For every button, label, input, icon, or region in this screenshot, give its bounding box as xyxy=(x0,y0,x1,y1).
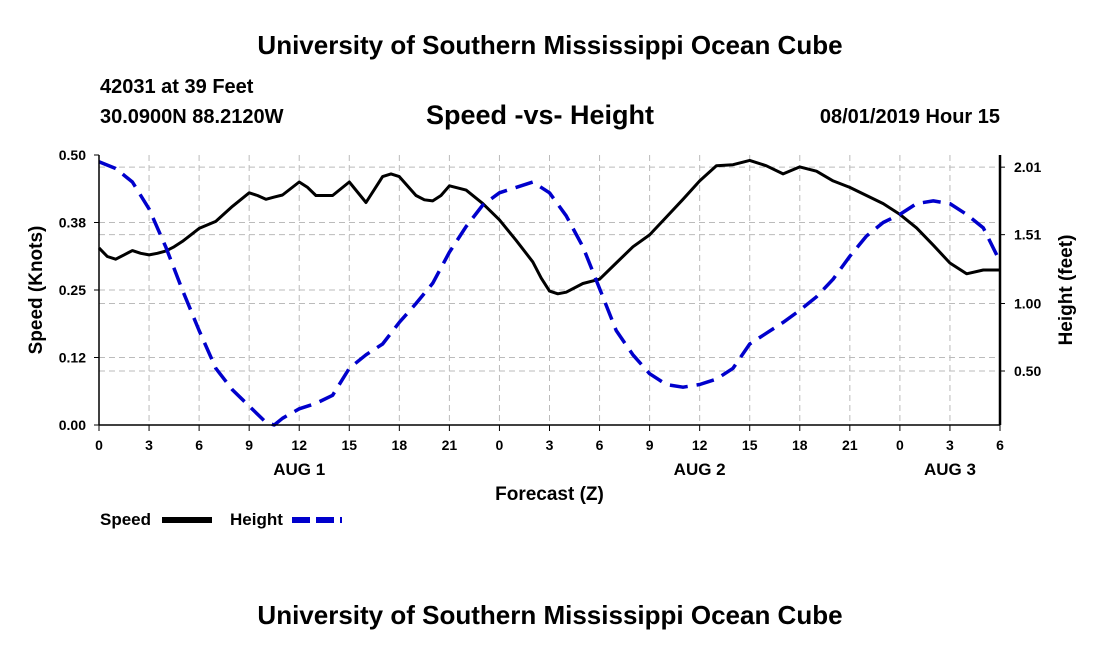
x-tick-label: 3 xyxy=(145,437,153,453)
axis-labels: AUG 1 AUG 2 AUG 3 Forecast (Z) Speed (Knots)… xyxy=(26,226,1077,505)
page-title: University of Southern Mississippi Ocean… xyxy=(257,30,843,60)
x-tick-label: 18 xyxy=(792,437,808,453)
x-tick-label: 15 xyxy=(742,437,758,453)
x-tick-label: 12 xyxy=(692,437,708,453)
y2-tick-label: 0.50 xyxy=(1014,363,1041,379)
location-coordinates: 30.0900N 88.2120W xyxy=(100,106,284,128)
x-tick-label: 12 xyxy=(291,437,307,453)
footer-title: University of Southern Mississippi Ocean… xyxy=(257,600,843,630)
x-tick-label: 3 xyxy=(946,437,954,453)
x-tick-label: 9 xyxy=(245,437,253,453)
y2-tick-label: 1.00 xyxy=(1014,296,1041,312)
x-tick-label: 6 xyxy=(596,437,604,453)
x-tick-label: 0 xyxy=(95,437,103,453)
speed-series-line xyxy=(97,158,1000,296)
y-tick-label: 0.50 xyxy=(59,147,86,163)
y-tick-label: 0.12 xyxy=(59,350,86,366)
y2-tick-label: 1.51 xyxy=(1014,227,1041,243)
x-tick-label: 21 xyxy=(842,437,858,453)
grid xyxy=(99,155,1000,425)
day-label: AUG 3 xyxy=(924,460,976,479)
x-tick-label: 6 xyxy=(195,437,203,453)
chart-title: Speed -vs- Height xyxy=(426,100,655,130)
axis-ticks: 0 3 6 9 12 15 18 21 0 3 6 9 12 15 18 21 0 3 6 0.00 0.12 0.25 0… xyxy=(59,147,1042,453)
day-label: AUG 1 xyxy=(273,460,325,479)
legend-height-label: Height xyxy=(230,510,283,529)
height-series-line xyxy=(98,160,1002,427)
day-label: AUG 2 xyxy=(674,460,726,479)
y-tick-label: 0.38 xyxy=(59,215,86,231)
station-label: 42031 at 39 Feet xyxy=(100,76,254,98)
x-tick-label: 15 xyxy=(341,437,357,453)
y-tick-label: 0.25 xyxy=(59,282,86,298)
x-tick-label: 0 xyxy=(496,437,504,453)
x-tick-label: 3 xyxy=(546,437,554,453)
series-layer xyxy=(97,158,1002,427)
y2-axis-title: Height (feet) xyxy=(1056,235,1077,346)
x-axis-title: Forecast (Z) xyxy=(495,484,604,505)
x-tick-label: 18 xyxy=(392,437,408,453)
y-tick-label: 0.00 xyxy=(59,417,86,433)
x-tick-label: 6 xyxy=(996,437,1004,453)
x-tick-label: 9 xyxy=(646,437,654,453)
x-tick-label: 0 xyxy=(896,437,904,453)
legend: Speed Height xyxy=(100,510,342,529)
forecast-datetime: 08/01/2019 Hour 15 xyxy=(819,106,1000,128)
y2-tick-label: 2.01 xyxy=(1014,159,1041,175)
x-tick-label: 21 xyxy=(442,437,458,453)
legend-speed-label: Speed xyxy=(100,510,151,529)
y-axis-title: Speed (Knots) xyxy=(26,226,47,355)
